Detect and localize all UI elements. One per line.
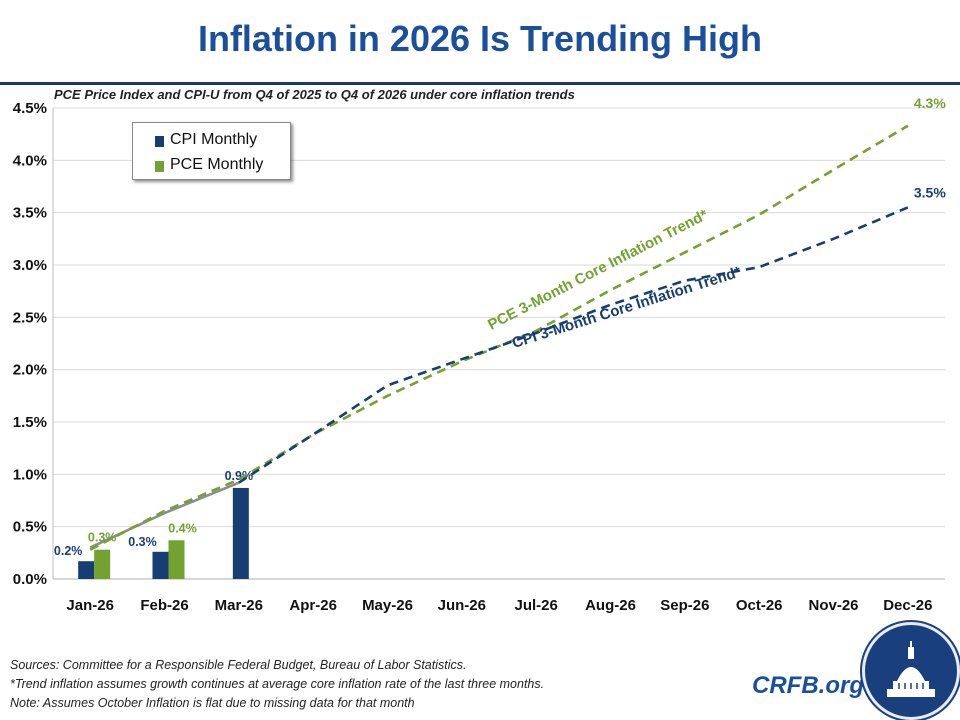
x-tick-label: Aug-26 xyxy=(585,597,636,614)
cpi-bar-label: 0.3% xyxy=(128,535,157,549)
cpi-end-label: 3.5% xyxy=(914,184,946,200)
pce-trend-line xyxy=(89,124,909,551)
pce-bar xyxy=(168,540,185,579)
cpi-bar xyxy=(232,487,249,579)
y-tick-label: 2.0% xyxy=(13,362,47,379)
cpi-bar-label: 0.9% xyxy=(225,469,254,483)
footnote-sources: Sources: Committee for a Responsible Fed… xyxy=(10,658,467,672)
x-tick-label: Feb-26 xyxy=(140,597,188,614)
cpi-bar xyxy=(152,551,169,579)
x-tick-label: Sep-26 xyxy=(660,597,709,614)
y-tick-label: 0.5% xyxy=(13,519,47,536)
y-tick-label: 3.5% xyxy=(13,205,47,222)
legend-swatch-cpi xyxy=(155,136,164,147)
y-tick-label: 1.0% xyxy=(13,466,47,483)
y-tick-label: 0.0% xyxy=(13,571,47,588)
y-tick-label: 4.0% xyxy=(13,152,47,169)
x-tick-label: May-26 xyxy=(362,597,413,614)
legend-label-cpi: CPI Monthly xyxy=(170,131,258,148)
legend-label-pce: PCE Monthly xyxy=(170,156,264,173)
y-tick-label: 2.5% xyxy=(13,309,47,326)
chart-title: Inflation in 2026 Is Trending High xyxy=(197,18,763,59)
x-tick-label: Mar-26 xyxy=(215,597,263,614)
x-tick-label: Oct-26 xyxy=(736,597,783,614)
pce-bar xyxy=(94,549,111,579)
y-tick-label: 3.0% xyxy=(13,257,47,274)
brand-link[interactable]: CRFB.org xyxy=(752,672,864,699)
x-tick-label: Jun-26 xyxy=(438,597,486,614)
x-tick-label: Apr-26 xyxy=(289,597,337,614)
y-tick-label: 1.5% xyxy=(13,414,47,431)
x-tick-label: Jul-26 xyxy=(514,597,557,614)
chart-subtitle: PCE Price Index and CPI-U from Q4 of 202… xyxy=(54,87,575,102)
legend-swatch-pce xyxy=(155,161,164,172)
pce-bar-label: 0.4% xyxy=(168,521,197,535)
x-tick-label: Nov-26 xyxy=(808,597,858,614)
capitol-dome-icon xyxy=(887,641,935,697)
capitol-seal-logo xyxy=(862,622,960,720)
cpi-bar-label: 0.2% xyxy=(54,544,83,558)
footnote-trend: *Trend inflation assumes growth continue… xyxy=(10,677,545,691)
chart-legend: CPI Monthly PCE Monthly xyxy=(132,122,291,180)
footnotes: Sources: Committee for a Responsible Fed… xyxy=(10,656,544,713)
x-tick-label: Jan-26 xyxy=(66,597,114,614)
x-tick-label: Dec-26 xyxy=(883,597,932,614)
cpi-trend-line xyxy=(238,206,909,484)
footnote-note: Note: Assumes October Inflation is flat … xyxy=(10,696,415,710)
cpi-trend-label: CPI 3-Month Core Inflation Trend* xyxy=(510,263,743,351)
pce-end-label: 4.3% xyxy=(914,95,946,111)
title-divider xyxy=(0,82,960,85)
cpi-bar xyxy=(78,561,95,579)
y-tick-label: 4.5% xyxy=(13,100,47,117)
cumulative-actual-line xyxy=(89,481,240,549)
